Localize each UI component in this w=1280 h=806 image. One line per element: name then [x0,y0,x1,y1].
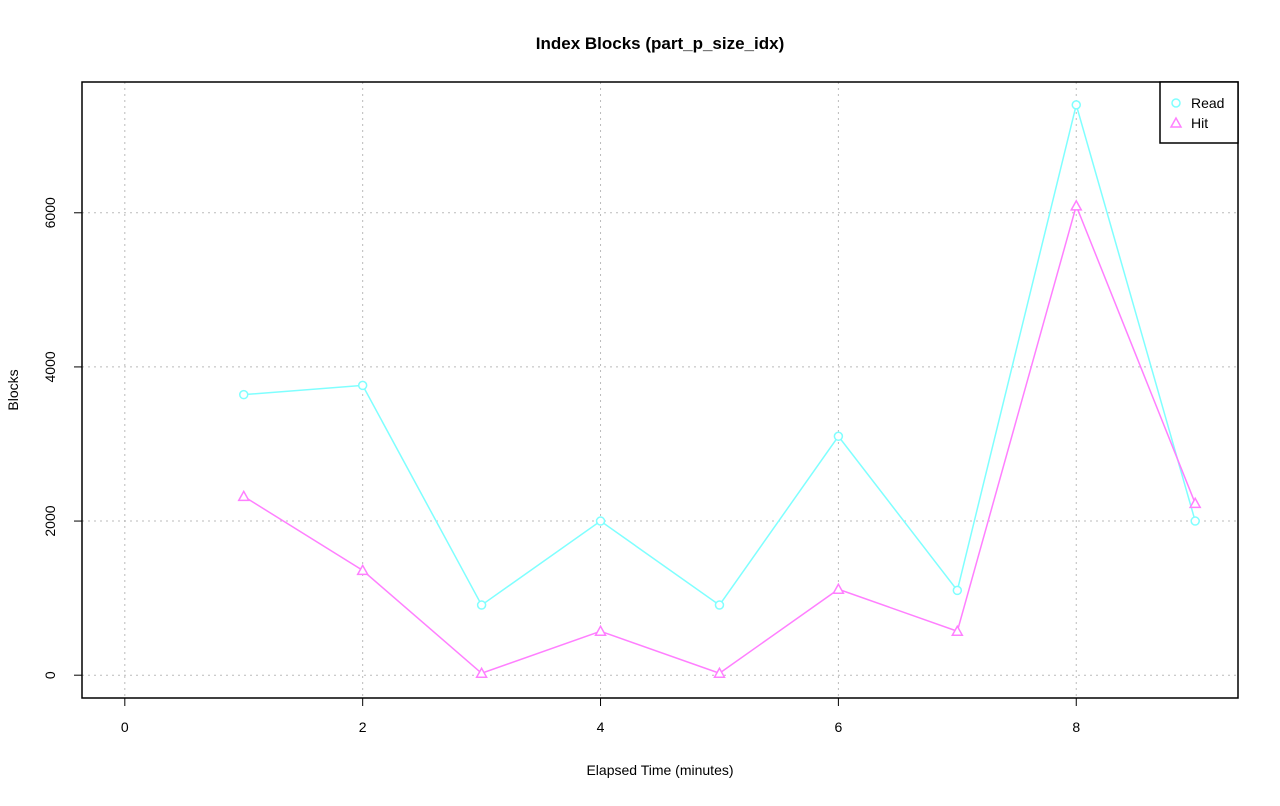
chart-title: Index Blocks (part_p_size_idx) [536,34,784,53]
axes: 0 2 4 6 8 0 2000 4000 6000 [42,197,1080,735]
data-point [1071,100,1082,110]
data-point [238,389,249,400]
data-point [594,624,607,637]
data-point [1069,199,1083,211]
series-layer [237,100,1202,679]
data-point [714,600,725,610]
y-axis-label: Blocks [5,369,21,410]
x-tick-label: 8 [1072,719,1080,735]
legend: Read Hit [1159,81,1239,144]
plot-frame [81,81,1239,699]
data-point [951,624,964,637]
y-tick-label: 4000 [42,351,58,382]
y-tick-label: 6000 [42,197,58,228]
legend-box [1159,81,1239,144]
data-point [1190,516,1200,526]
y-tick-label: 0 [42,671,58,679]
data-point [832,582,845,595]
data-point [475,666,488,679]
legend-label: Hit [1191,115,1208,131]
y-tick-label: 2000 [42,505,58,536]
data-point [357,380,368,391]
x-tick-label: 6 [834,719,842,735]
x-tick-label: 4 [597,719,605,735]
grid [82,82,1238,698]
x-tick-label: 2 [359,719,367,735]
series-hit [237,199,1202,679]
x-tick-label: 0 [121,719,129,735]
data-point [833,431,844,442]
data-point [476,600,487,610]
data-point [1188,496,1202,509]
data-point [713,666,726,679]
series-line [243,101,1196,607]
data-point [952,585,963,596]
legend-label: Read [1191,95,1224,111]
legend-marker [1169,116,1183,128]
data-point [356,563,369,576]
data-point [595,516,606,526]
series-read [238,100,1200,610]
x-axis-label: Elapsed Time (minutes) [586,762,733,778]
data-point [237,489,251,502]
legend-marker [1171,98,1181,108]
